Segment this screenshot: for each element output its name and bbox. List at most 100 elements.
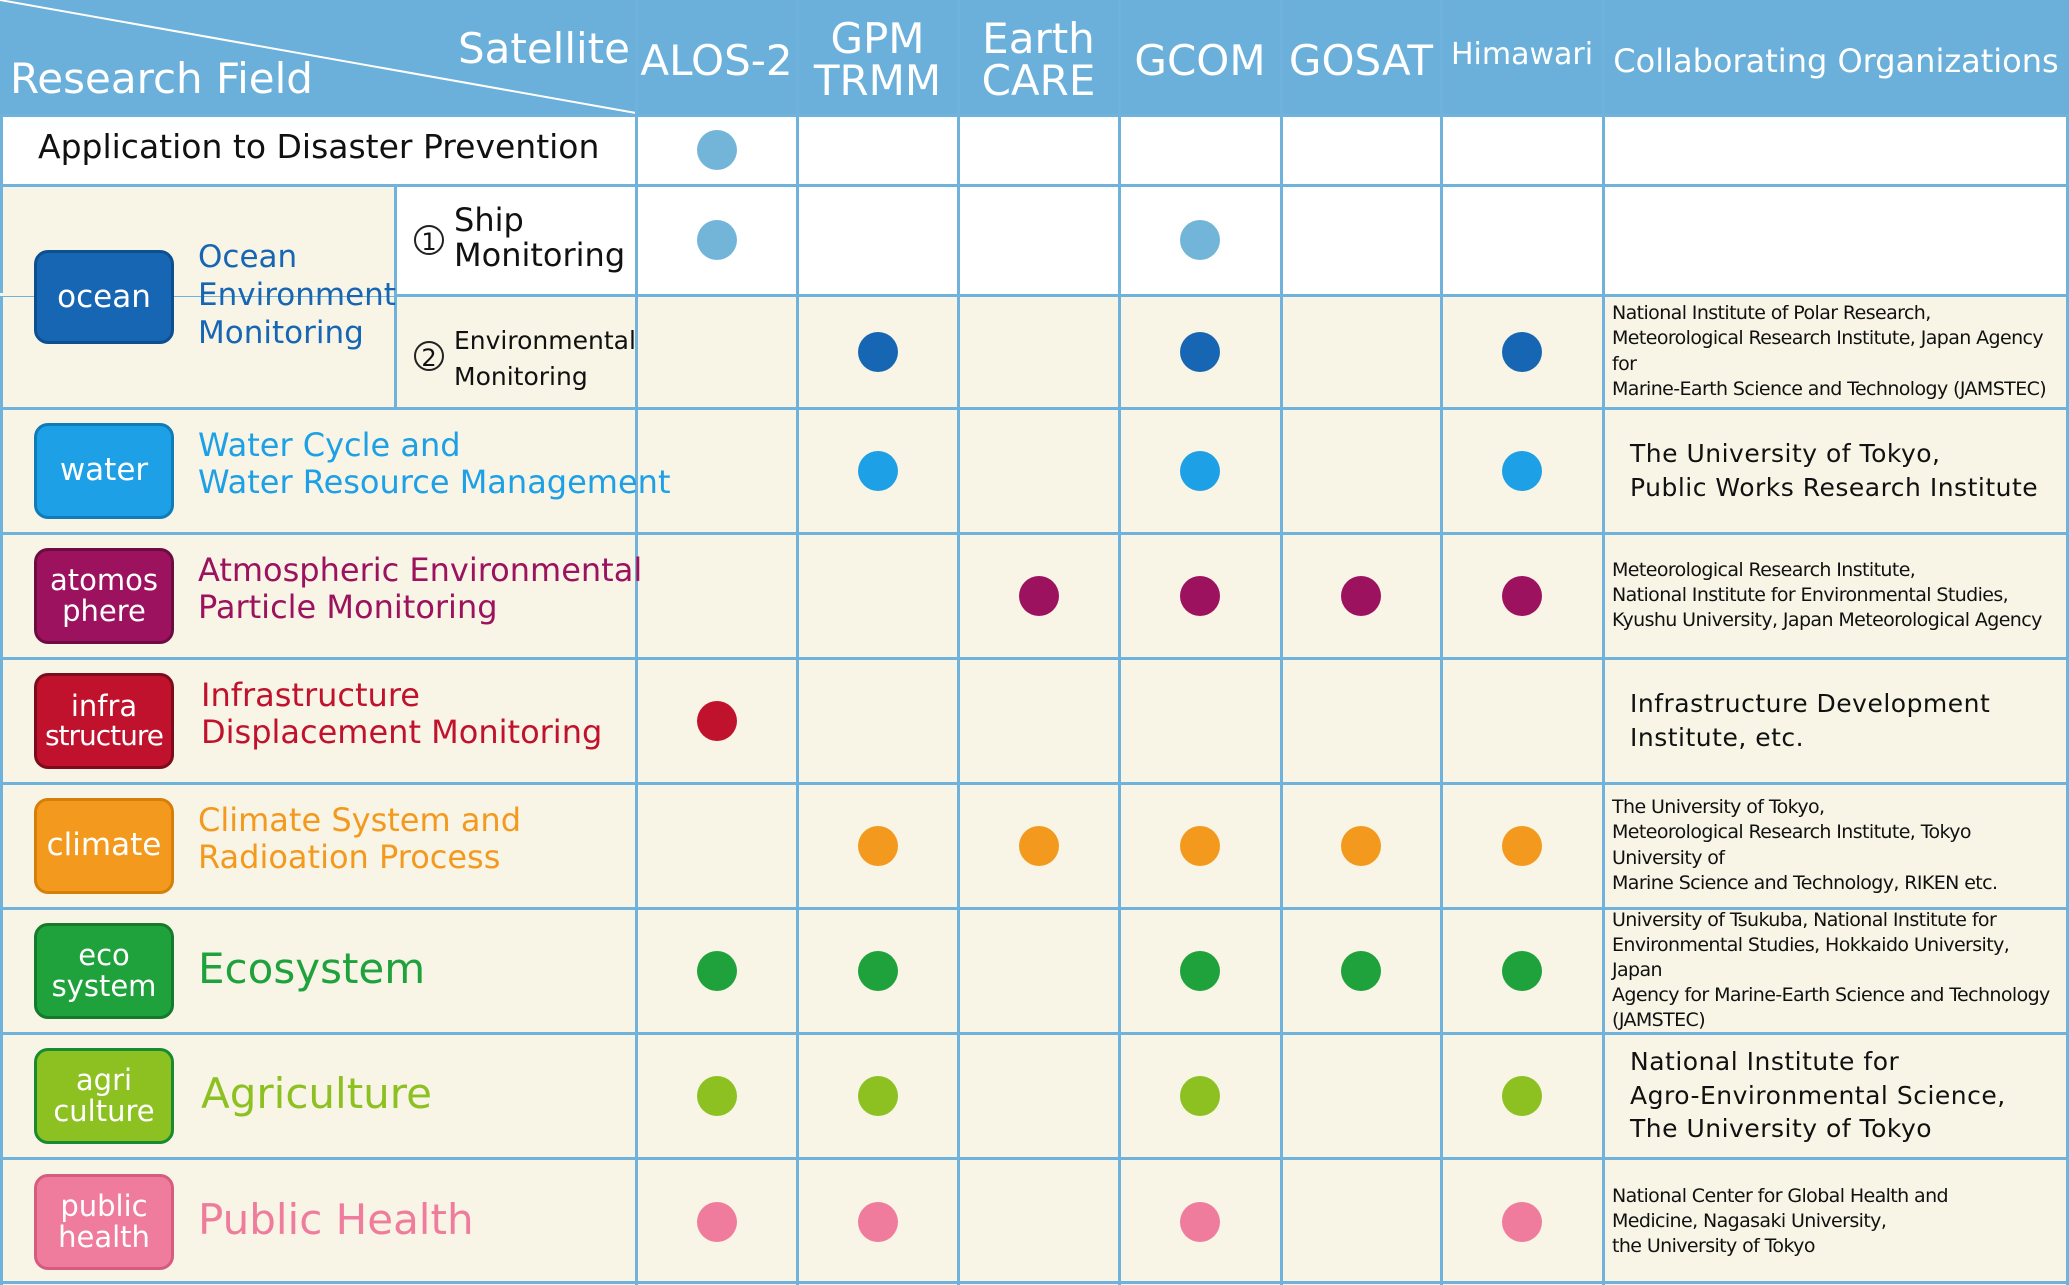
orgs-header-label: Collaborating Organizations xyxy=(1613,42,2059,80)
row-6-title: Public Health xyxy=(198,1194,474,1244)
row-1-dot-3 xyxy=(1180,575,1220,616)
ocean-sub2-line2: Monitoring xyxy=(454,362,588,392)
row-0-dot-3 xyxy=(1180,450,1220,491)
disaster-dot-0 xyxy=(696,130,737,170)
grid-hline-8 xyxy=(0,1032,2069,1035)
grid-hline-5 xyxy=(0,657,2069,660)
row-3-dot-1 xyxy=(857,825,898,866)
row-3-dot-2 xyxy=(1018,825,1059,866)
row-3-badge-line1: climate xyxy=(46,827,162,864)
row-2-badge: infra structure xyxy=(34,672,174,769)
row-1-badge-line2: phere xyxy=(62,593,146,628)
row-1-dot-5 xyxy=(1502,575,1542,616)
header-band xyxy=(0,0,2069,115)
row-5-dot-0 xyxy=(696,1075,737,1116)
ocean-sub2-dot-5 xyxy=(1502,331,1542,372)
disaster-row-bg xyxy=(0,115,2069,185)
grid-hline-4 xyxy=(0,532,2069,535)
ocean-sub1-number: 1 xyxy=(414,225,444,256)
row-0-dot-1 xyxy=(857,450,898,491)
ocean-sub1-line1: Ship xyxy=(454,201,524,239)
ocean-sub2-line1: Environmental xyxy=(454,326,636,355)
grid-hline-10 xyxy=(0,1281,2069,1284)
grid-vline-3 xyxy=(1118,0,1121,1285)
row-5-dot-3 xyxy=(1180,1075,1220,1116)
row-bg-2 xyxy=(0,658,2069,783)
row-1-badge: atomos phere xyxy=(34,547,174,644)
row-0-dot-5 xyxy=(1502,450,1542,491)
ocean-sub2-orgs: National Institute of Polar Research, Me… xyxy=(1612,302,2047,400)
row-5-badge: agri culture xyxy=(34,1047,174,1144)
row-4-dot-0 xyxy=(696,950,737,991)
row-bg-6 xyxy=(0,1158,2069,1285)
row-bg-5 xyxy=(0,1033,2069,1158)
row-5-dot-5 xyxy=(1502,1075,1542,1116)
row-4-dot-1 xyxy=(857,950,898,991)
ocean-sub1-label: 1 Ship Monitoring xyxy=(412,201,626,275)
grid-vline-left xyxy=(0,115,3,1285)
row-5-title: Agriculture xyxy=(201,1068,432,1118)
ocean-sub2-dot-1 xyxy=(857,331,898,372)
satellite-column-5: Himawari xyxy=(1450,37,1594,72)
row-2-title-line1: Infrastructure xyxy=(201,675,420,714)
row-5-badge-line1: agri xyxy=(75,1063,133,1098)
row-1-title-line2: Particle Monitoring xyxy=(198,587,498,626)
ocean-title-line-1: Environment xyxy=(198,277,396,313)
row-1-dot-2 xyxy=(1018,575,1059,616)
satellite-column-0: ALOS-2 xyxy=(640,36,793,85)
row-4-dot-4 xyxy=(1341,950,1381,991)
satellite-column-4: GOSAT xyxy=(1288,36,1434,85)
header-diagonal xyxy=(0,0,637,114)
row-3-title-line1: Climate System and xyxy=(198,800,522,839)
row-1-orgs: Meteorological Research Institute, Natio… xyxy=(1612,558,2042,632)
grid-hline-1 xyxy=(0,184,2069,187)
row-2-dot-0 xyxy=(696,700,737,741)
row-2-badge-line1: infra xyxy=(70,688,138,723)
grid-vline-5 xyxy=(1440,0,1443,1285)
row-0-badge: water xyxy=(34,422,174,519)
row-1-dot-4 xyxy=(1341,575,1381,616)
ocean-sub1-line2: Monitoring xyxy=(454,236,626,275)
ocean-sub-divider-fix xyxy=(0,293,394,296)
row-3-dot-3 xyxy=(1180,825,1220,866)
row-5-orgs: National Institute for Agro-Environmenta… xyxy=(1630,1046,2006,1144)
row-6-badge: public health xyxy=(34,1173,174,1270)
satellite-column-3: GCOM xyxy=(1134,36,1266,85)
grid-vline-4 xyxy=(1280,0,1283,1285)
research-field-header-label: Research Field xyxy=(10,54,313,103)
row-3-dot-5 xyxy=(1502,825,1542,866)
grid-vline-1 xyxy=(796,0,799,1285)
satellite-header-label: Satellite xyxy=(457,24,630,73)
ocean-badge: ocean xyxy=(34,250,174,344)
row-4-orgs: University of Tsukuba, National Institut… xyxy=(1612,908,2050,1032)
row-4-badge: eco system xyxy=(34,922,174,1019)
ocean-sub2-number: 2 xyxy=(414,341,444,372)
row-6-dot-3 xyxy=(1180,1201,1220,1242)
grid-hline-6 xyxy=(0,782,2069,785)
satellite-column-2-line2: CARE xyxy=(981,56,1096,105)
row-4-dot-5 xyxy=(1502,950,1542,991)
row-2-orgs: Infrastructure Development Institute, et… xyxy=(1630,688,1991,752)
row-3-badge: climate xyxy=(34,797,174,894)
satellite-column-1-line2: TRMM xyxy=(813,56,942,105)
satellite-column-1-line1: GPM xyxy=(830,14,925,63)
row-2-badge-line2: structure xyxy=(44,719,164,753)
grid-hline-9 xyxy=(0,1157,2069,1160)
ocean-sub2-label: 2 Environmental Monitoring xyxy=(412,323,636,396)
row-6-dot-5 xyxy=(1502,1201,1542,1242)
row-3-dot-4 xyxy=(1341,825,1381,866)
ocean-title-line-0: Ocean xyxy=(198,239,298,275)
ocean-sub1-bg xyxy=(395,185,2069,295)
row-1-badge-line1: atomos xyxy=(50,563,158,598)
row-6-badge-line1: public xyxy=(60,1189,148,1224)
row-6-orgs: National Center for Global Health and Me… xyxy=(1612,1184,1949,1258)
grid-vline-6 xyxy=(1602,0,1605,1285)
row-4-badge-line2: system xyxy=(51,968,157,1003)
grid-hline-3 xyxy=(0,407,2069,410)
grid-hline-7 xyxy=(0,907,2069,910)
row-2-title-line2: Displacement Monitoring xyxy=(201,712,603,751)
ocean-title-line-2: Monitoring xyxy=(198,315,364,351)
row-5-dot-1 xyxy=(857,1075,898,1116)
ocean-sub1-dot-0 xyxy=(696,220,737,260)
